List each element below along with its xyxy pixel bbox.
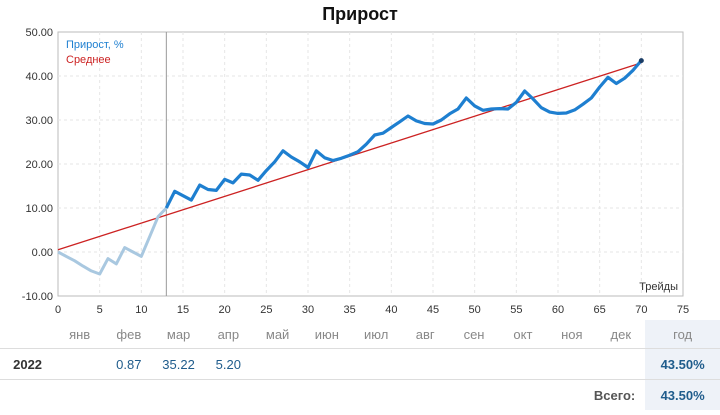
month-value: [55, 348, 105, 380]
month-value: [351, 348, 401, 380]
header-month: апр: [217, 326, 240, 342]
row-year: 2022: [0, 348, 56, 380]
x-tick-label: 30: [302, 304, 314, 316]
header-month: май: [265, 326, 290, 342]
x-tick-label: 50: [469, 304, 481, 316]
y-tick-label: 20.00: [25, 159, 53, 171]
header-blank: [0, 320, 55, 349]
header-month: окт: [513, 326, 533, 342]
x-tick-label: 15: [177, 304, 189, 316]
month-value: [302, 348, 352, 380]
header-month: июл: [363, 326, 389, 342]
x-tick-label: 40: [385, 304, 397, 316]
header-month: янв: [69, 326, 91, 342]
x-axis-label: Трейды: [639, 281, 678, 293]
month-value: [400, 348, 450, 380]
x-tick-label: 70: [635, 304, 647, 316]
y-tick-label: 0.00: [32, 247, 53, 259]
y-tick-label: 40.00: [25, 71, 53, 83]
month-value: [498, 348, 548, 380]
header-month: июн: [314, 326, 339, 342]
legend-average: Среднее: [66, 54, 111, 66]
header-month: сен: [463, 326, 485, 342]
growth-series-initial-line: [57, 206, 168, 276]
x-tick-label: 25: [260, 304, 272, 316]
legend-growth: Прирост, %: [66, 39, 124, 51]
month-value: [449, 348, 499, 380]
x-tick-label: 60: [552, 304, 564, 316]
x-tick-label: 35: [344, 304, 356, 316]
y-tick-label: 30.00: [25, 115, 53, 127]
x-tick-label: 20: [219, 304, 231, 316]
total-value: 43.50%: [645, 379, 720, 410]
header-month: авг: [415, 326, 435, 342]
x-tick-label: 75: [677, 304, 689, 316]
month-value: 0.87: [104, 348, 154, 380]
monthly-returns-table: янв фев мар апр май июн июл авг сен окт ноя дек год …: [0, 320, 720, 410]
month-value: [253, 348, 303, 380]
growth-series-line: [164, 59, 643, 209]
chart-title: Прирост: [322, 4, 398, 24]
growth-end-point: [638, 58, 644, 64]
x-tick-label: 0: [55, 304, 61, 316]
y-tick-label: 10.00: [25, 203, 53, 215]
x-tick-label: 45: [427, 304, 439, 316]
total-row: Всего: 43.50%: [0, 379, 720, 410]
header-month: дек: [610, 326, 632, 342]
month-value: [547, 348, 597, 380]
header-month: мар: [166, 326, 191, 342]
month-value: 35.22: [153, 348, 204, 380]
month-value: 5.20: [203, 348, 254, 380]
y-tick-label: 50.00: [25, 27, 53, 39]
header-month: фев: [116, 326, 142, 342]
x-tick-label: 10: [135, 304, 147, 316]
total-label: Всего:: [0, 379, 646, 410]
x-tick-label: 5: [97, 304, 103, 316]
x-tick-label: 65: [594, 304, 606, 316]
x-tick-label: 55: [510, 304, 522, 316]
growth-chart: -10.00 0.00 10.00 20.00 30.00 40.00 50.00 0 5 10 1…: [22, 27, 689, 316]
year-total-value: 43.50%: [645, 348, 720, 380]
y-tick-label: -10.00: [22, 291, 53, 303]
table-row: 2022 0.87 35.22 5.20 43.50%: [0, 348, 720, 380]
header-month: ноя: [561, 326, 583, 342]
month-value: [596, 348, 646, 380]
table-header-row: янв фев мар апр май июн июл авг сен окт ноя дек год: [0, 320, 720, 349]
header-year-total: год: [645, 320, 720, 349]
